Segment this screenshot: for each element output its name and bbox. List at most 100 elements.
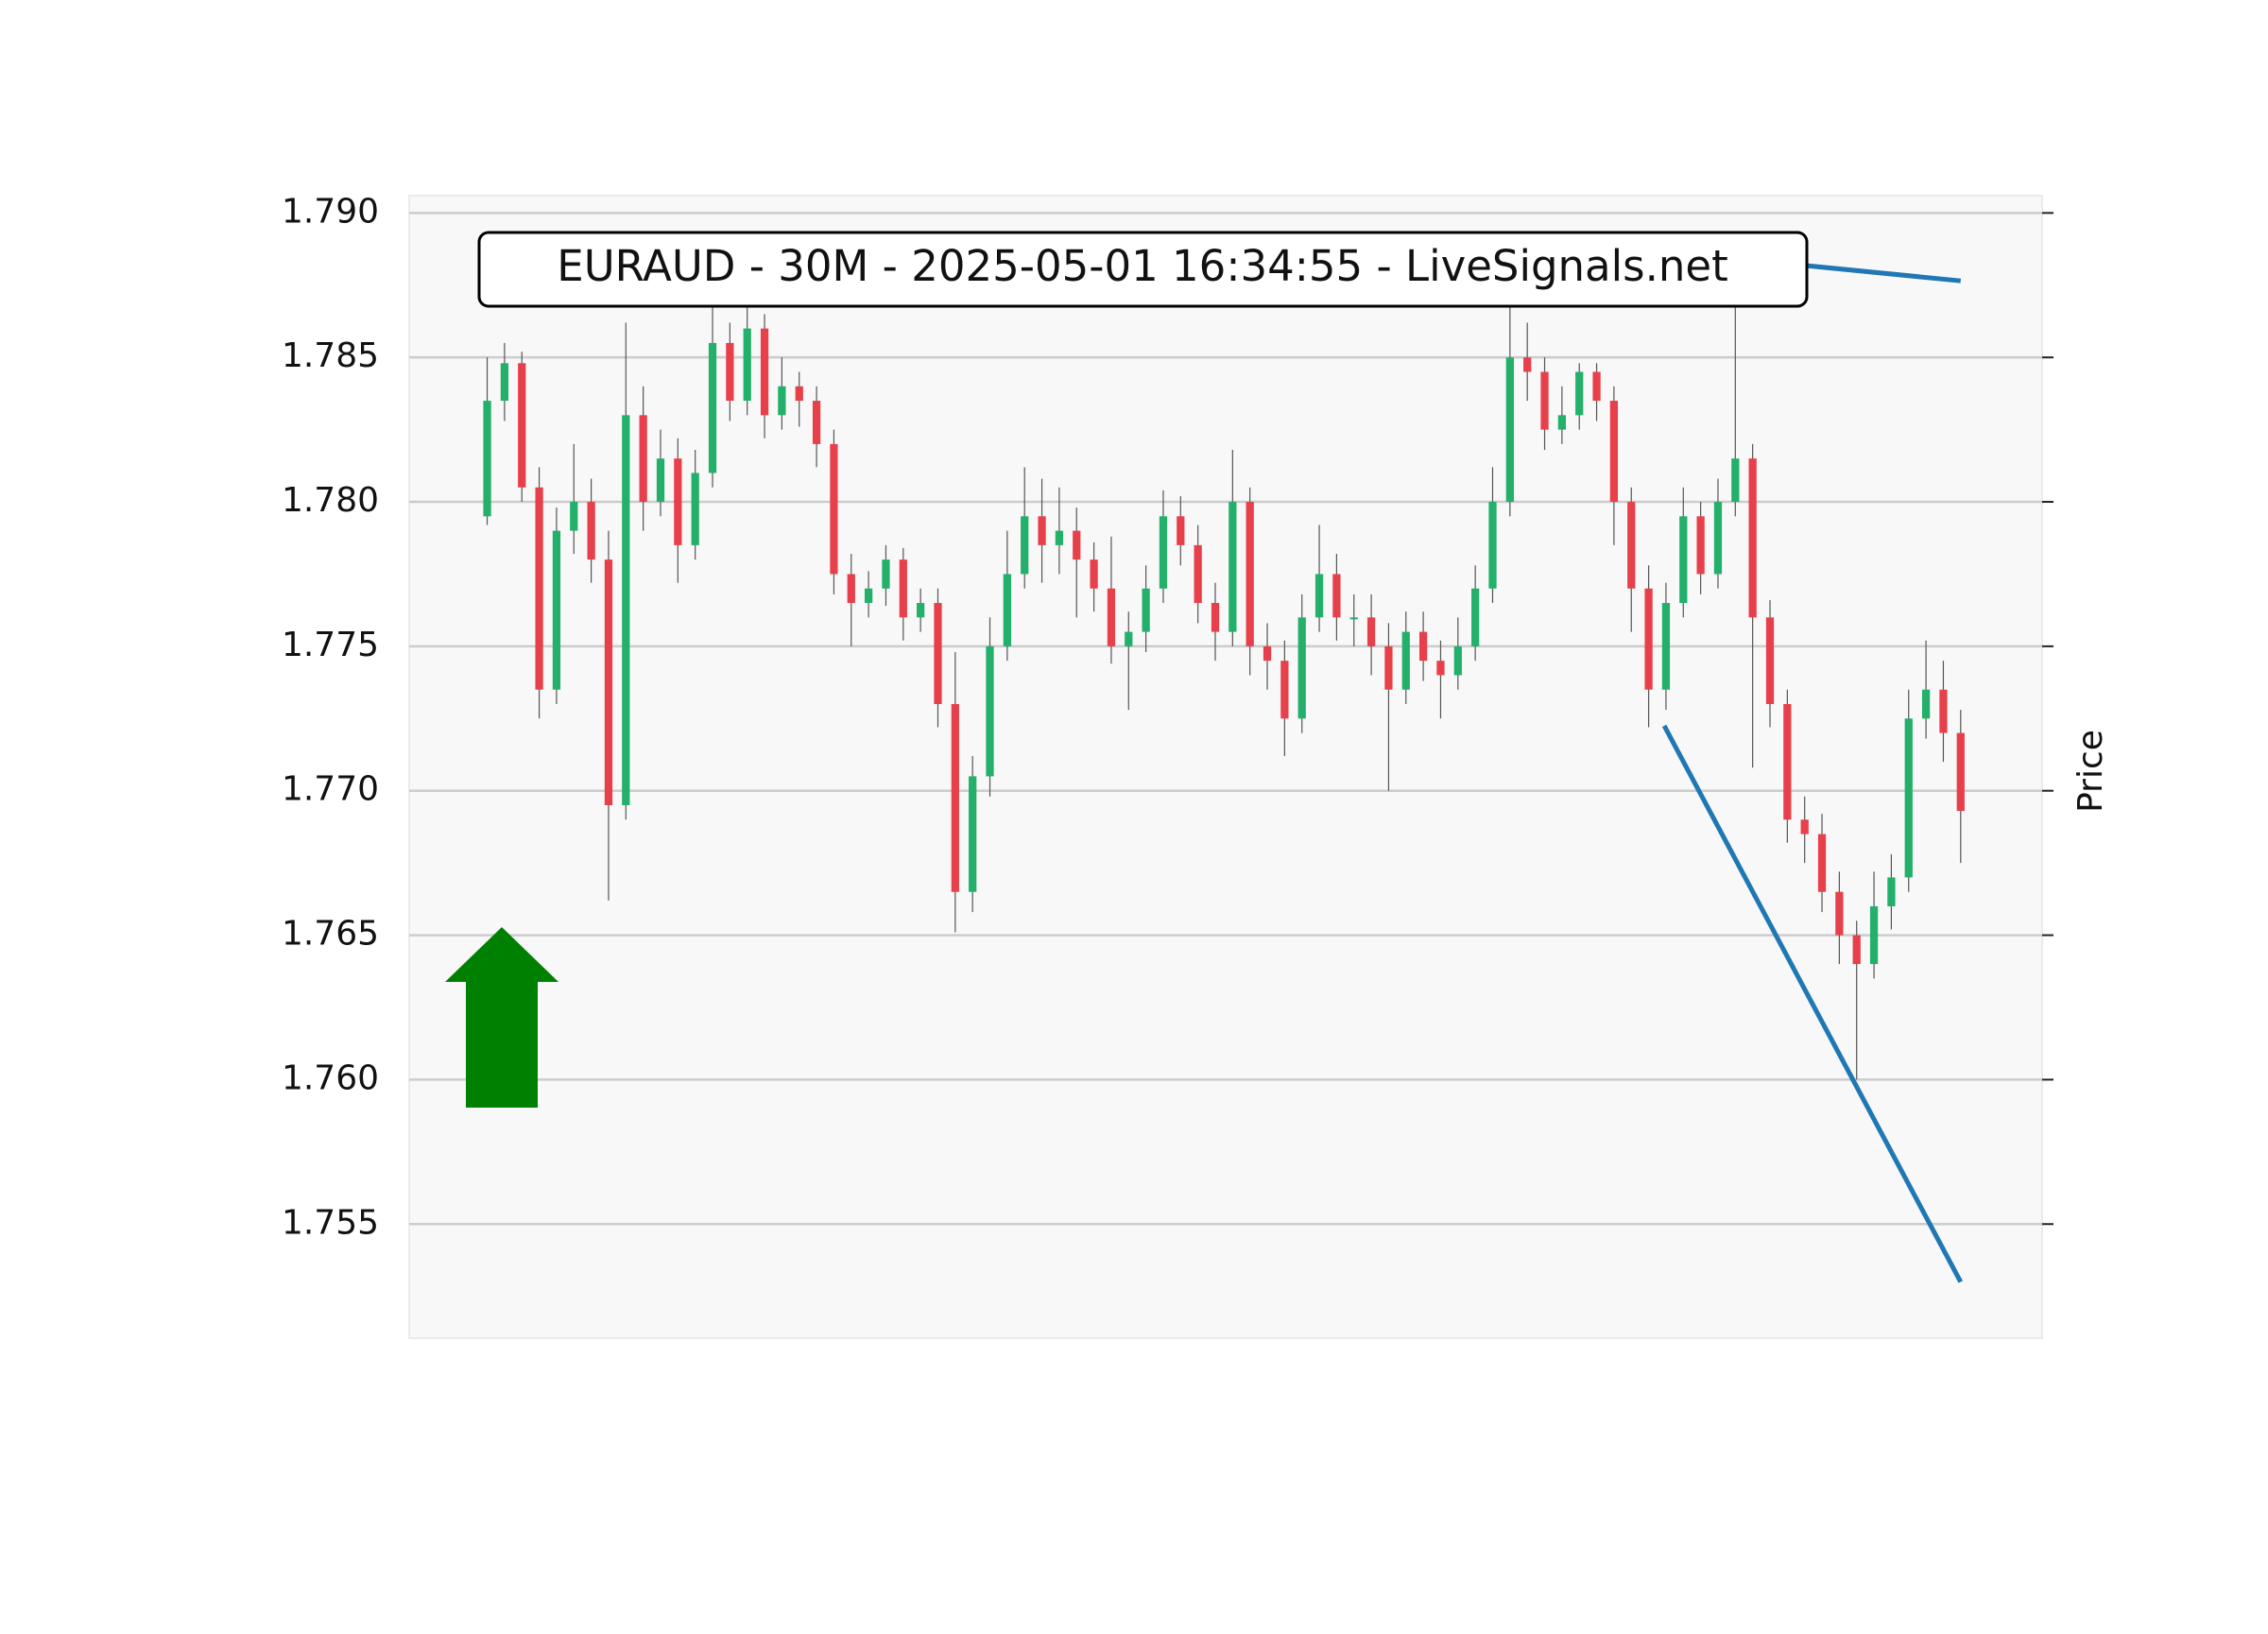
candle-body: [1003, 574, 1011, 646]
candle-body: [1125, 631, 1133, 646]
y-tick-label: 1.775: [282, 626, 379, 664]
y-tick-label: 1.765: [282, 915, 379, 954]
candle-body: [1505, 357, 1514, 503]
candle-body: [1073, 530, 1081, 560]
candle-body: [1575, 371, 1584, 416]
candle-body: [691, 473, 699, 545]
candle-body: [1021, 516, 1029, 575]
candle-body: [1228, 502, 1237, 632]
candle-body: [917, 603, 925, 618]
candle-body: [1904, 718, 1913, 878]
candle-body: [726, 342, 734, 402]
y-tick-label: 1.760: [282, 1058, 379, 1097]
candle-body: [1696, 516, 1705, 575]
candle-body: [1540, 371, 1549, 430]
y-axis-label: Price: [2071, 730, 2110, 813]
candle-body: [795, 386, 803, 402]
candle-body: [500, 363, 509, 402]
candle-body: [552, 530, 561, 690]
candle-body: [1557, 415, 1566, 430]
y-tick-label: 1.755: [282, 1203, 379, 1242]
candle-body: [1488, 502, 1497, 589]
candle-body: [830, 443, 838, 575]
trend-lines: [1661, 262, 1963, 1283]
candles: [483, 284, 1965, 1080]
candle-body: [1748, 458, 1757, 618]
candle-body: [604, 559, 613, 806]
candle-body: [1956, 732, 1965, 812]
candle-body: [743, 328, 751, 402]
candle-body: [1713, 502, 1723, 575]
candle-body: [899, 559, 907, 618]
candle-body: [951, 704, 959, 892]
candle-body: [1263, 645, 1272, 662]
candle-body: [1661, 603, 1671, 690]
candle-body: [1366, 617, 1376, 646]
title-box: [477, 231, 1809, 308]
candle-body: [760, 328, 769, 416]
candle-body: [1921, 689, 1931, 719]
candle-body: [1055, 530, 1064, 545]
candle-body: [1211, 603, 1220, 632]
candle-body: [1332, 574, 1341, 618]
candle-body: [1679, 516, 1688, 604]
candle-body: [986, 645, 994, 777]
candle-body: [1869, 905, 1879, 965]
candle-body: [1453, 645, 1462, 676]
candle-body: [1159, 516, 1168, 589]
candle-body: [1349, 617, 1358, 620]
candle-body: [1177, 516, 1185, 545]
y-tick-label: 1.780: [282, 481, 379, 520]
plot-area: [408, 195, 2043, 1339]
candle-body: [1090, 559, 1098, 589]
candle-body: [1887, 877, 1896, 906]
candle-body: [1246, 502, 1254, 646]
candle-body: [570, 502, 578, 531]
candle-body: [1194, 544, 1202, 604]
candle-body: [535, 487, 543, 690]
candle-body: [1107, 588, 1116, 646]
candle-body: [812, 401, 821, 444]
candle-body: [1817, 834, 1827, 892]
y-tick-label: 1.770: [282, 770, 379, 809]
candle-body: [1436, 661, 1445, 676]
candle-body: [1609, 401, 1619, 503]
trend-line: [1661, 724, 1963, 1283]
candle-body: [1783, 704, 1792, 820]
candle-body: [622, 415, 630, 806]
candle-body: [1939, 689, 1948, 733]
candle-body: [1523, 357, 1532, 372]
candle-body: [1384, 645, 1393, 690]
candle-body: [1471, 588, 1480, 646]
candle-body: [969, 776, 977, 892]
candle-body: [483, 401, 491, 517]
candle-body: [1418, 631, 1428, 662]
candle-body: [1314, 574, 1324, 618]
candle-body: [1731, 458, 1740, 503]
candle-body: [847, 574, 855, 604]
candle-body: [1644, 588, 1653, 690]
candle-body: [1592, 371, 1601, 402]
y-tick-label: 1.785: [282, 336, 379, 375]
chart-title: EURAUD - 30M - 2025-05-01 16:34:55 - Liv…: [557, 241, 1727, 291]
candle-body: [518, 363, 526, 488]
candle-body: [934, 603, 942, 705]
candle-body: [1800, 819, 1809, 834]
candle-body: [708, 342, 717, 473]
candle-body: [1038, 516, 1046, 545]
signal-arrow: [445, 927, 558, 1108]
candle-body: [1280, 661, 1289, 719]
y-axis: 1.755 1.760 1.765 1.770 1.775 1.780 1.785 1.790: [282, 192, 2053, 1242]
trend-line: [1798, 262, 1962, 284]
candle-body: [639, 415, 647, 503]
y-tick-label: 1.790: [282, 192, 379, 231]
candle-body: [1401, 631, 1410, 690]
candle-body: [674, 458, 682, 545]
candle-body: [1297, 617, 1306, 719]
candle-body: [778, 386, 786, 416]
candle-body: [1765, 617, 1775, 705]
candle-body: [864, 588, 873, 604]
candle-body: [1627, 502, 1636, 589]
